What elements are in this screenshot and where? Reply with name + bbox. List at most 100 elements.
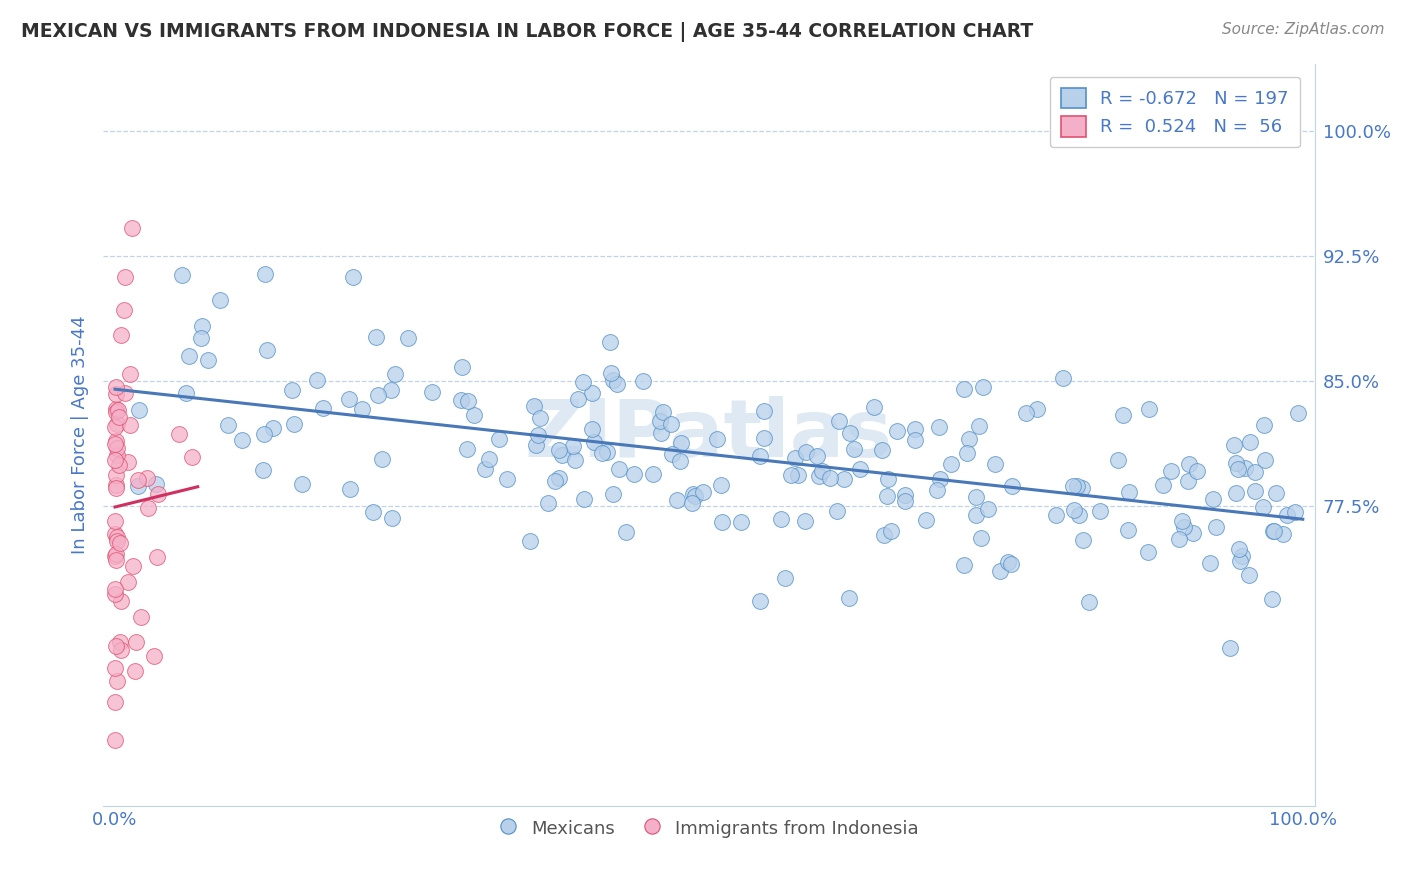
Point (794, 514, 817, 528)
Point (1288, 407, 1310, 421)
Point (863, 400, 886, 414)
Point (1073, 533, 1095, 548)
Point (105, 639, 128, 653)
Point (217, 417, 239, 432)
Point (104, 420, 127, 434)
Point (305, 373, 328, 387)
Y-axis label: In Labor Force | Age 35-44: In Labor Force | Age 35-44 (72, 316, 89, 554)
Point (104, 453, 127, 467)
Point (529, 411, 551, 425)
Point (1045, 508, 1067, 523)
Point (488, 432, 510, 446)
Point (136, 501, 159, 516)
Point (117, 575, 139, 590)
Point (537, 496, 560, 510)
Point (1152, 478, 1174, 492)
Point (1136, 544, 1159, 558)
Point (197, 353, 219, 368)
Point (754, 431, 776, 445)
Point (104, 405, 127, 419)
Point (842, 442, 865, 456)
Point (1239, 434, 1261, 449)
Point (581, 385, 603, 400)
Point (1178, 457, 1201, 471)
Point (105, 478, 128, 492)
Point (169, 426, 191, 441)
Point (104, 514, 127, 528)
Point (652, 405, 675, 419)
Point (956, 445, 979, 459)
Point (650, 414, 672, 428)
Point (669, 454, 692, 468)
Point (105, 417, 128, 432)
Point (107, 530, 129, 544)
Point (904, 434, 927, 448)
Point (643, 467, 665, 481)
Point (1239, 567, 1261, 582)
Point (1090, 503, 1112, 517)
Point (927, 483, 949, 497)
Point (564, 452, 586, 467)
Point (350, 402, 373, 417)
Point (1026, 402, 1049, 417)
Point (1201, 491, 1223, 506)
Point (1263, 524, 1285, 538)
Point (1066, 478, 1088, 492)
Point (104, 582, 127, 596)
Point (262, 421, 284, 435)
Legend: Mexicans, Immigrants from Indonesia: Mexicans, Immigrants from Indonesia (492, 811, 925, 845)
Point (108, 635, 131, 649)
Point (939, 458, 962, 472)
Point (104, 732, 127, 747)
Point (112, 302, 135, 317)
Point (561, 439, 583, 453)
Point (953, 558, 976, 573)
Point (1219, 640, 1241, 655)
Point (972, 380, 994, 394)
Point (104, 547, 127, 561)
Point (602, 374, 624, 388)
Point (312, 401, 335, 415)
Point (661, 417, 683, 431)
Point (665, 493, 688, 508)
Point (121, 220, 143, 235)
Point (371, 452, 394, 467)
Point (128, 402, 150, 417)
Point (291, 476, 314, 491)
Point (984, 457, 1007, 471)
Point (567, 392, 589, 406)
Point (118, 367, 141, 381)
Point (281, 384, 304, 398)
Point (606, 376, 628, 391)
Point (254, 268, 277, 282)
Point (104, 694, 127, 708)
Point (1118, 485, 1140, 500)
Point (839, 425, 862, 440)
Point (769, 512, 792, 526)
Point (1177, 474, 1199, 488)
Point (107, 458, 129, 472)
Point (997, 555, 1019, 569)
Point (191, 319, 214, 334)
Point (682, 487, 704, 501)
Point (450, 392, 472, 407)
Point (1107, 453, 1129, 467)
Point (1244, 483, 1267, 498)
Point (105, 441, 128, 455)
Point (104, 549, 127, 564)
Point (1230, 549, 1253, 563)
Point (681, 495, 703, 509)
Point (1227, 541, 1250, 556)
Point (127, 473, 149, 487)
Point (886, 424, 908, 438)
Point (110, 593, 132, 607)
Point (1225, 486, 1247, 500)
Point (1251, 500, 1274, 515)
Point (838, 591, 860, 606)
Point (572, 376, 595, 390)
Point (384, 368, 406, 382)
Point (1198, 556, 1220, 570)
Point (825, 504, 848, 518)
Point (114, 385, 136, 400)
Point (1112, 408, 1135, 422)
